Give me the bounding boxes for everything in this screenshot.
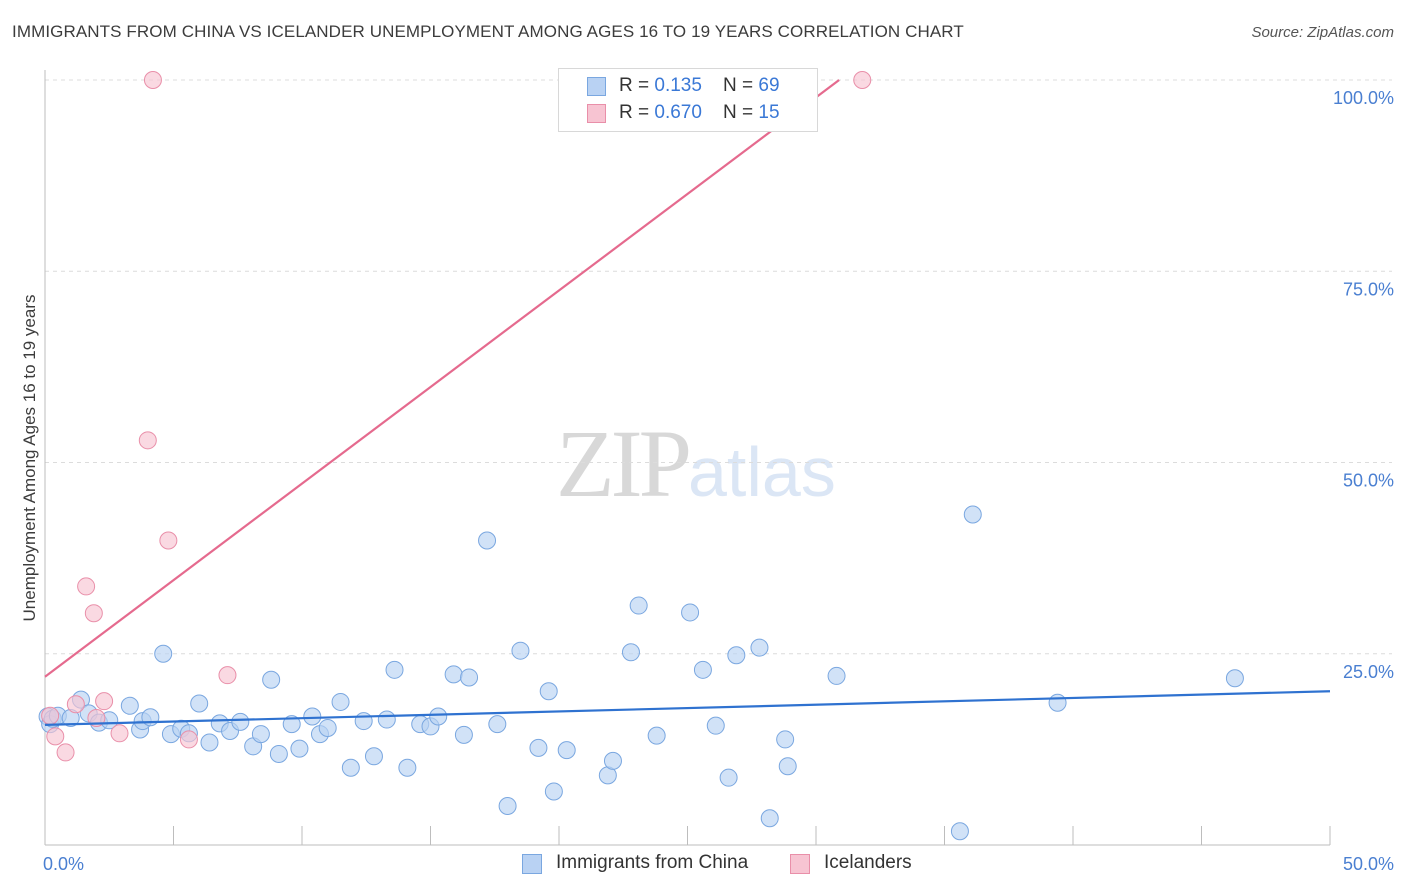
iceland-stats: R = 0.670 N = 15 xyxy=(619,102,780,124)
iceland-point xyxy=(138,431,157,450)
y-tick-label: 25.0% xyxy=(1343,662,1394,682)
china-point xyxy=(693,660,712,679)
legend-label-china: Immigrants from China xyxy=(556,852,749,873)
china-stats: R = 0.135 N = 69 xyxy=(619,75,780,97)
x-tick-label: 0.0% xyxy=(43,854,84,874)
china-point xyxy=(354,712,373,731)
iceland-point xyxy=(218,666,237,685)
iceland-n-value: 15 xyxy=(758,102,780,123)
china-point xyxy=(629,596,648,615)
china-trend-line xyxy=(44,690,1331,726)
x-tick-label: 50.0% xyxy=(1343,854,1394,874)
china-point xyxy=(444,665,463,684)
china-point xyxy=(647,726,666,745)
china-point xyxy=(557,741,576,760)
china-point xyxy=(776,730,795,749)
china-point xyxy=(269,744,288,763)
china-point xyxy=(760,809,779,828)
china-point xyxy=(719,768,738,787)
china-point xyxy=(478,531,497,550)
china-point xyxy=(950,822,969,841)
china-point xyxy=(331,692,350,711)
china-point xyxy=(498,796,517,815)
legend-label-iceland: Icelanders xyxy=(824,852,912,873)
legend-swatch-china xyxy=(522,854,542,874)
iceland-point xyxy=(87,709,106,728)
y-tick-label: 100.0% xyxy=(1333,88,1394,108)
watermark: ZIPatlas xyxy=(556,408,836,519)
china-point xyxy=(318,718,337,737)
iceland-point xyxy=(143,71,162,89)
iceland-n-label: N = xyxy=(723,102,759,123)
watermark-atlas: atlas xyxy=(688,433,836,511)
iceland-trend-line xyxy=(44,79,840,678)
stats-legend: R = 0.135 N = 69 R = 0.670 N = 15 xyxy=(558,68,818,132)
china-point xyxy=(460,668,479,687)
china-point xyxy=(488,715,507,734)
china-point xyxy=(398,758,417,777)
iceland-r-label: R = xyxy=(619,102,655,123)
china-point xyxy=(154,644,173,663)
iceland-point xyxy=(56,743,75,762)
china-point xyxy=(706,716,725,735)
chart-title: IMMIGRANTS FROM CHINA VS ICELANDER UNEMP… xyxy=(12,22,964,41)
china-swatch xyxy=(587,77,606,96)
iceland-swatch xyxy=(587,104,606,123)
iceland-point xyxy=(84,604,103,623)
china-point xyxy=(539,682,558,701)
iceland-r-value: 0.670 xyxy=(654,102,702,123)
y-tick-label: 75.0% xyxy=(1343,279,1394,299)
china-point xyxy=(1048,693,1067,712)
china-point xyxy=(963,505,982,524)
china-point xyxy=(341,758,360,777)
china-point xyxy=(681,603,700,622)
china-n-value: 69 xyxy=(758,75,780,96)
china-n-label: N = xyxy=(723,75,759,96)
source-label: Source: ZipAtlas.com xyxy=(1251,24,1394,41)
china-point xyxy=(364,747,383,766)
y-tick-label: 50.0% xyxy=(1343,471,1394,491)
china-point xyxy=(511,641,530,660)
iceland-point xyxy=(41,706,60,725)
iceland-point xyxy=(77,577,96,596)
china-point xyxy=(385,660,404,679)
china-point xyxy=(529,738,548,757)
china-point xyxy=(778,757,797,776)
china-point xyxy=(200,733,219,752)
china-point xyxy=(303,707,322,726)
china-point xyxy=(282,715,301,734)
iceland-point xyxy=(66,695,85,714)
iceland-point xyxy=(853,71,872,89)
china-point xyxy=(120,696,139,715)
china-point xyxy=(231,712,250,731)
iceland-point xyxy=(110,724,129,743)
china-point xyxy=(454,725,473,744)
china-point xyxy=(603,751,622,770)
china-point xyxy=(727,646,746,665)
iceland-point xyxy=(179,730,198,749)
china-r-value: 0.135 xyxy=(654,75,702,96)
china-point xyxy=(621,643,640,662)
china-point xyxy=(827,666,846,685)
china-point xyxy=(262,670,281,689)
china-r-label: R = xyxy=(619,75,655,96)
iceland-point xyxy=(159,531,178,550)
china-point xyxy=(377,710,396,729)
china-point xyxy=(290,739,309,758)
iceland-point xyxy=(46,727,65,746)
china-point xyxy=(544,782,563,801)
china-point xyxy=(190,694,209,713)
series-legend: Immigrants from China Icelanders xyxy=(0,852,1406,878)
iceland-point xyxy=(95,692,114,711)
china-point xyxy=(251,725,270,744)
china-point xyxy=(429,707,448,726)
watermark-zip: ZIP xyxy=(556,410,692,517)
china-point xyxy=(750,638,769,657)
legend-swatch-iceland xyxy=(790,854,810,874)
china-point xyxy=(1225,669,1244,688)
